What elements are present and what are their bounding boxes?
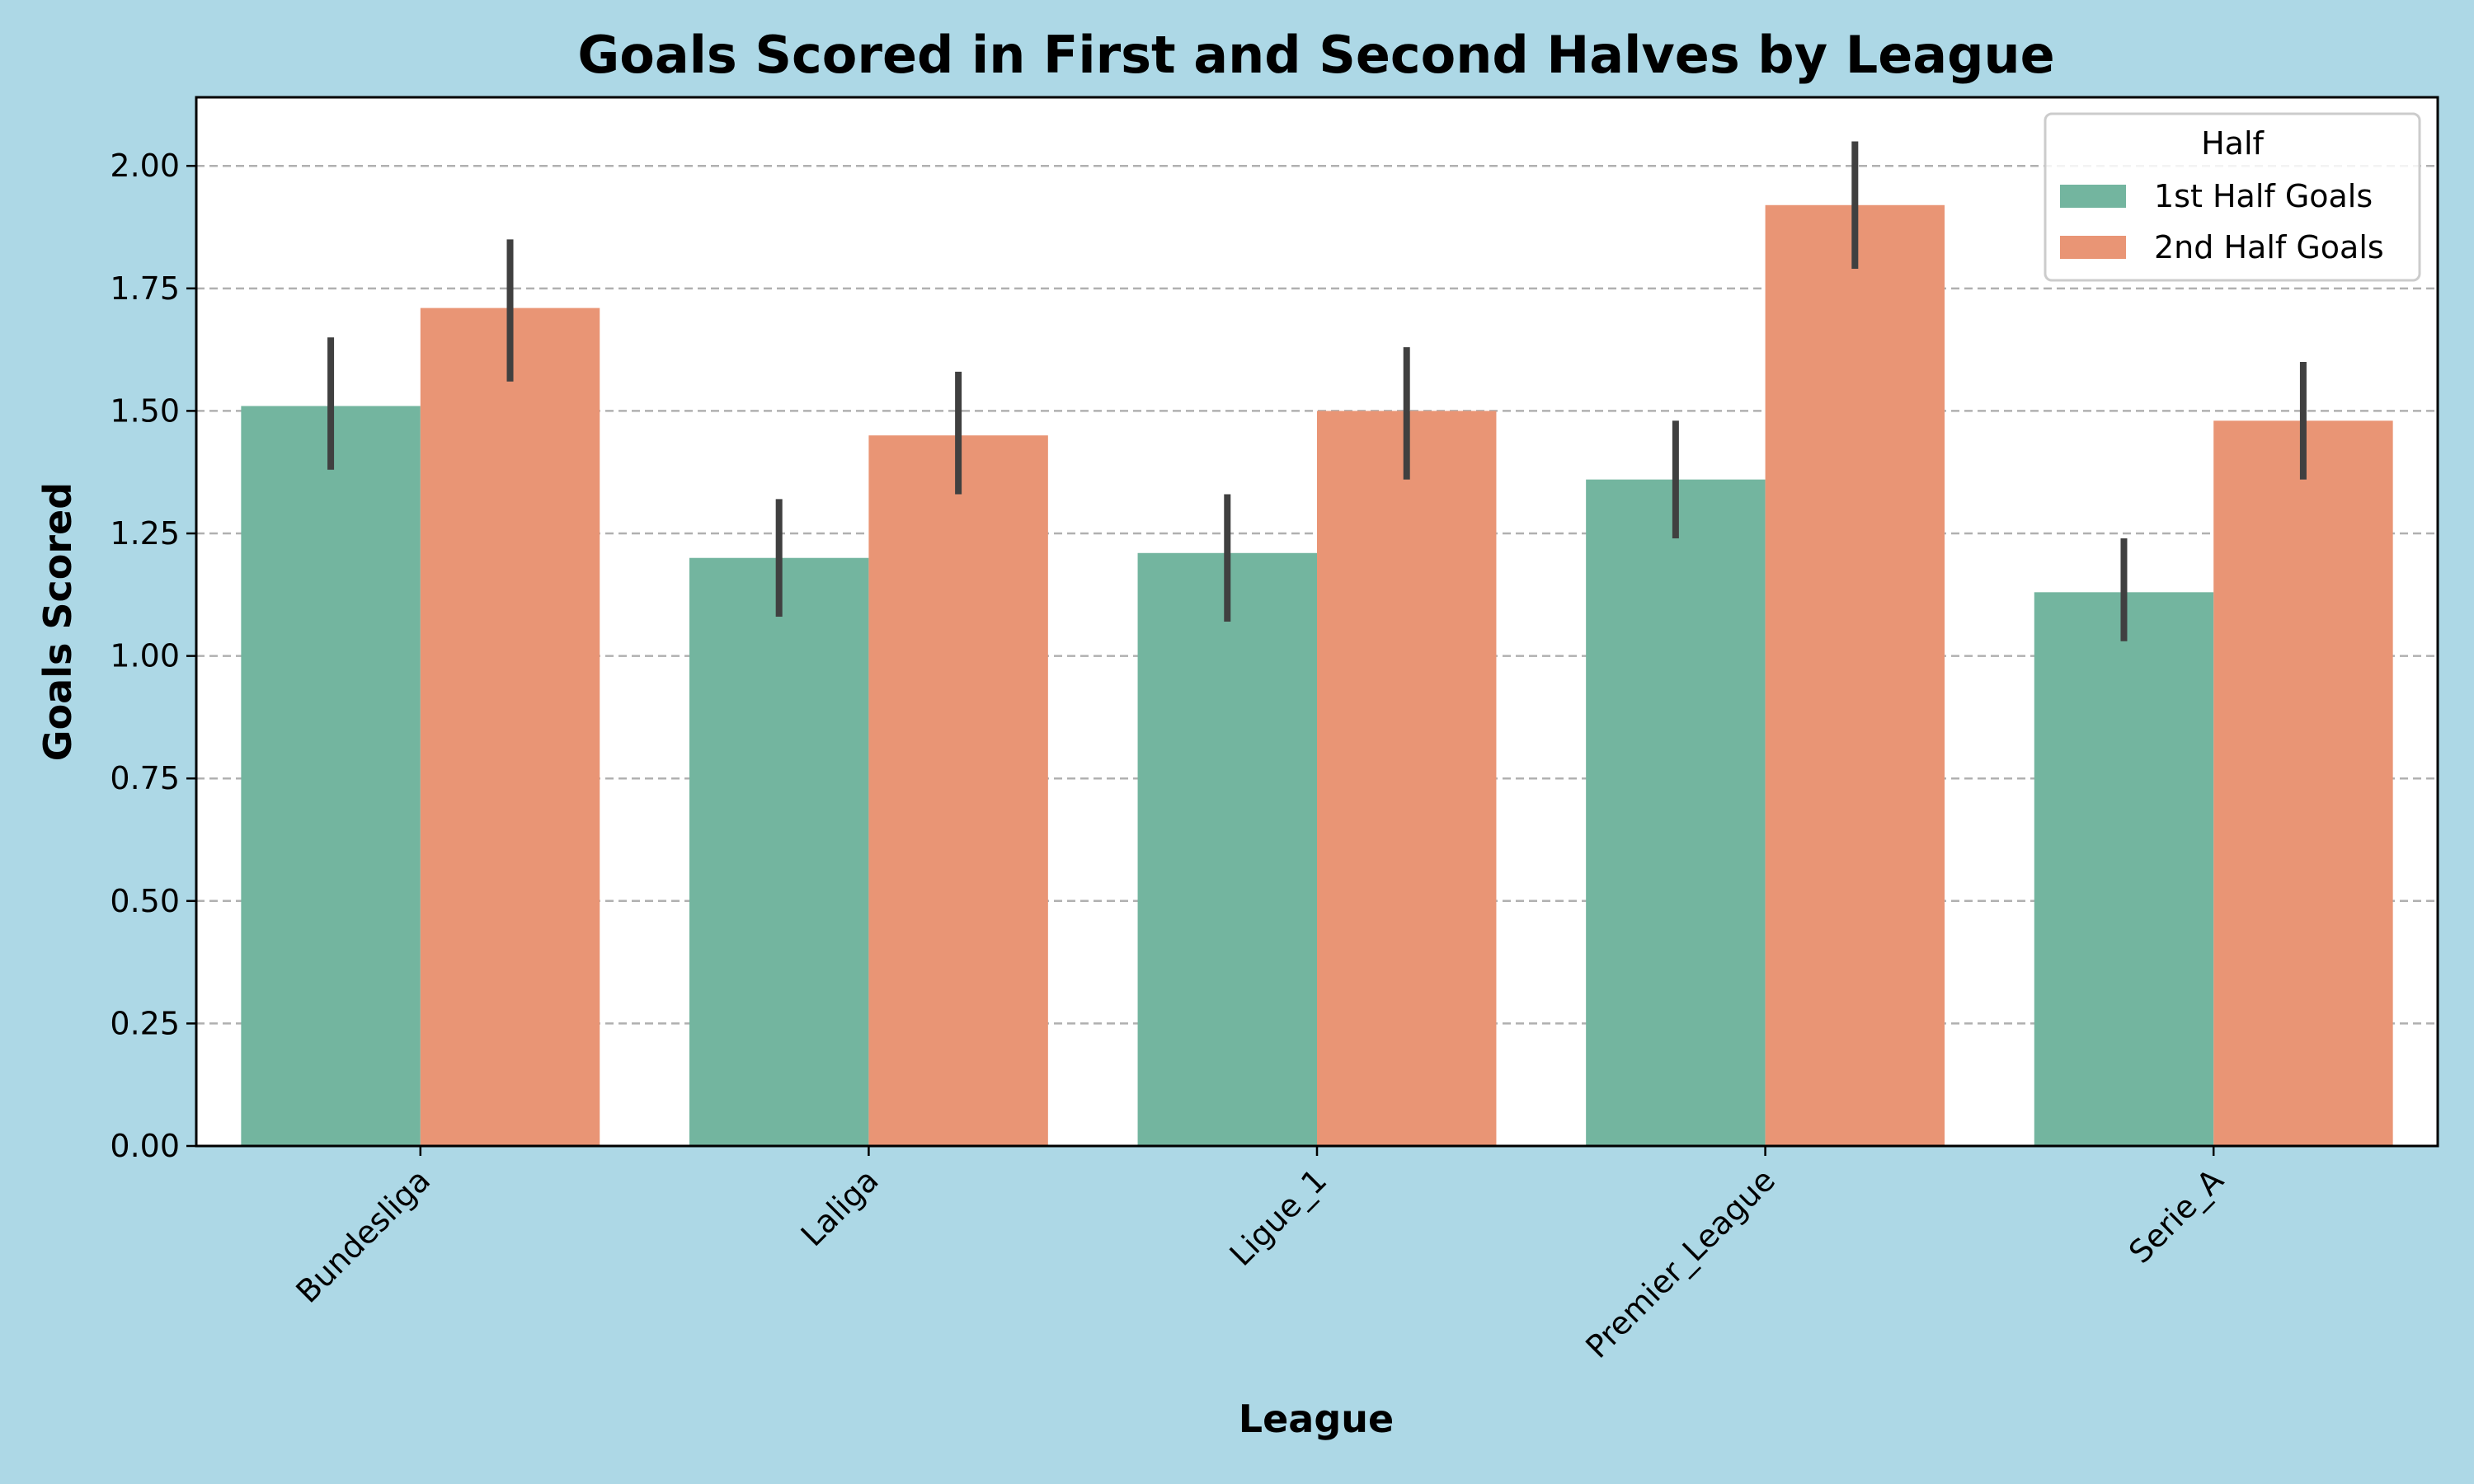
legend-box [2044,112,2421,282]
y-tick-label: 1.25 [110,515,180,552]
bar-premier-league-2nd-half [1765,204,1945,1146]
error-bars-layer [327,141,2307,641]
bar-bundesliga-1st-half [241,406,421,1146]
bars-layer [241,204,2393,1147]
legend-swatch-1st-half [2060,185,2126,208]
y-axis: 0.00 0.25 0.50 0.75 1.00 1.25 1.50 1.75 2.00 [110,148,196,1164]
bar-laliga-1st-half [689,557,869,1146]
y-tick-label: 0.00 [110,1128,180,1164]
bar-premier-league-1st-half [1586,479,1766,1146]
legend-swatch-2nd-half [2060,236,2126,259]
bar-serie-a-1st-half [2034,592,2214,1146]
chart-title: Goals Scored in First and Second Halves … [577,25,2054,85]
legend-label-1st-half: 1st Half Goals [2154,178,2373,214]
y-tick-label: 1.00 [110,638,180,674]
y-tick-label: 0.75 [110,760,180,796]
legend-label-2nd-half: 2nd Half Goals [2154,229,2384,265]
y-tick-label: 0.25 [110,1005,180,1041]
bar-bundesliga-2nd-half [420,308,600,1147]
y-tick-label: 2.00 [110,148,180,184]
y-axis-label: Goals Scored [35,482,80,761]
bar-serie-a-2nd-half [2213,420,2393,1146]
bar-ligue-1-2nd-half [1317,411,1497,1146]
legend: Half 1st Half Goals 2nd Half Goals [2044,112,2421,282]
bar-laliga-2nd-half [868,435,1048,1146]
bar-ligue-1-1st-half [1137,552,1317,1146]
y-tick-label: 0.50 [110,883,180,919]
y-tick-label: 1.75 [110,270,180,307]
legend-title: Half [2201,125,2265,162]
y-tick-label: 1.50 [110,392,180,429]
x-axis-label: League [1239,1397,1394,1441]
